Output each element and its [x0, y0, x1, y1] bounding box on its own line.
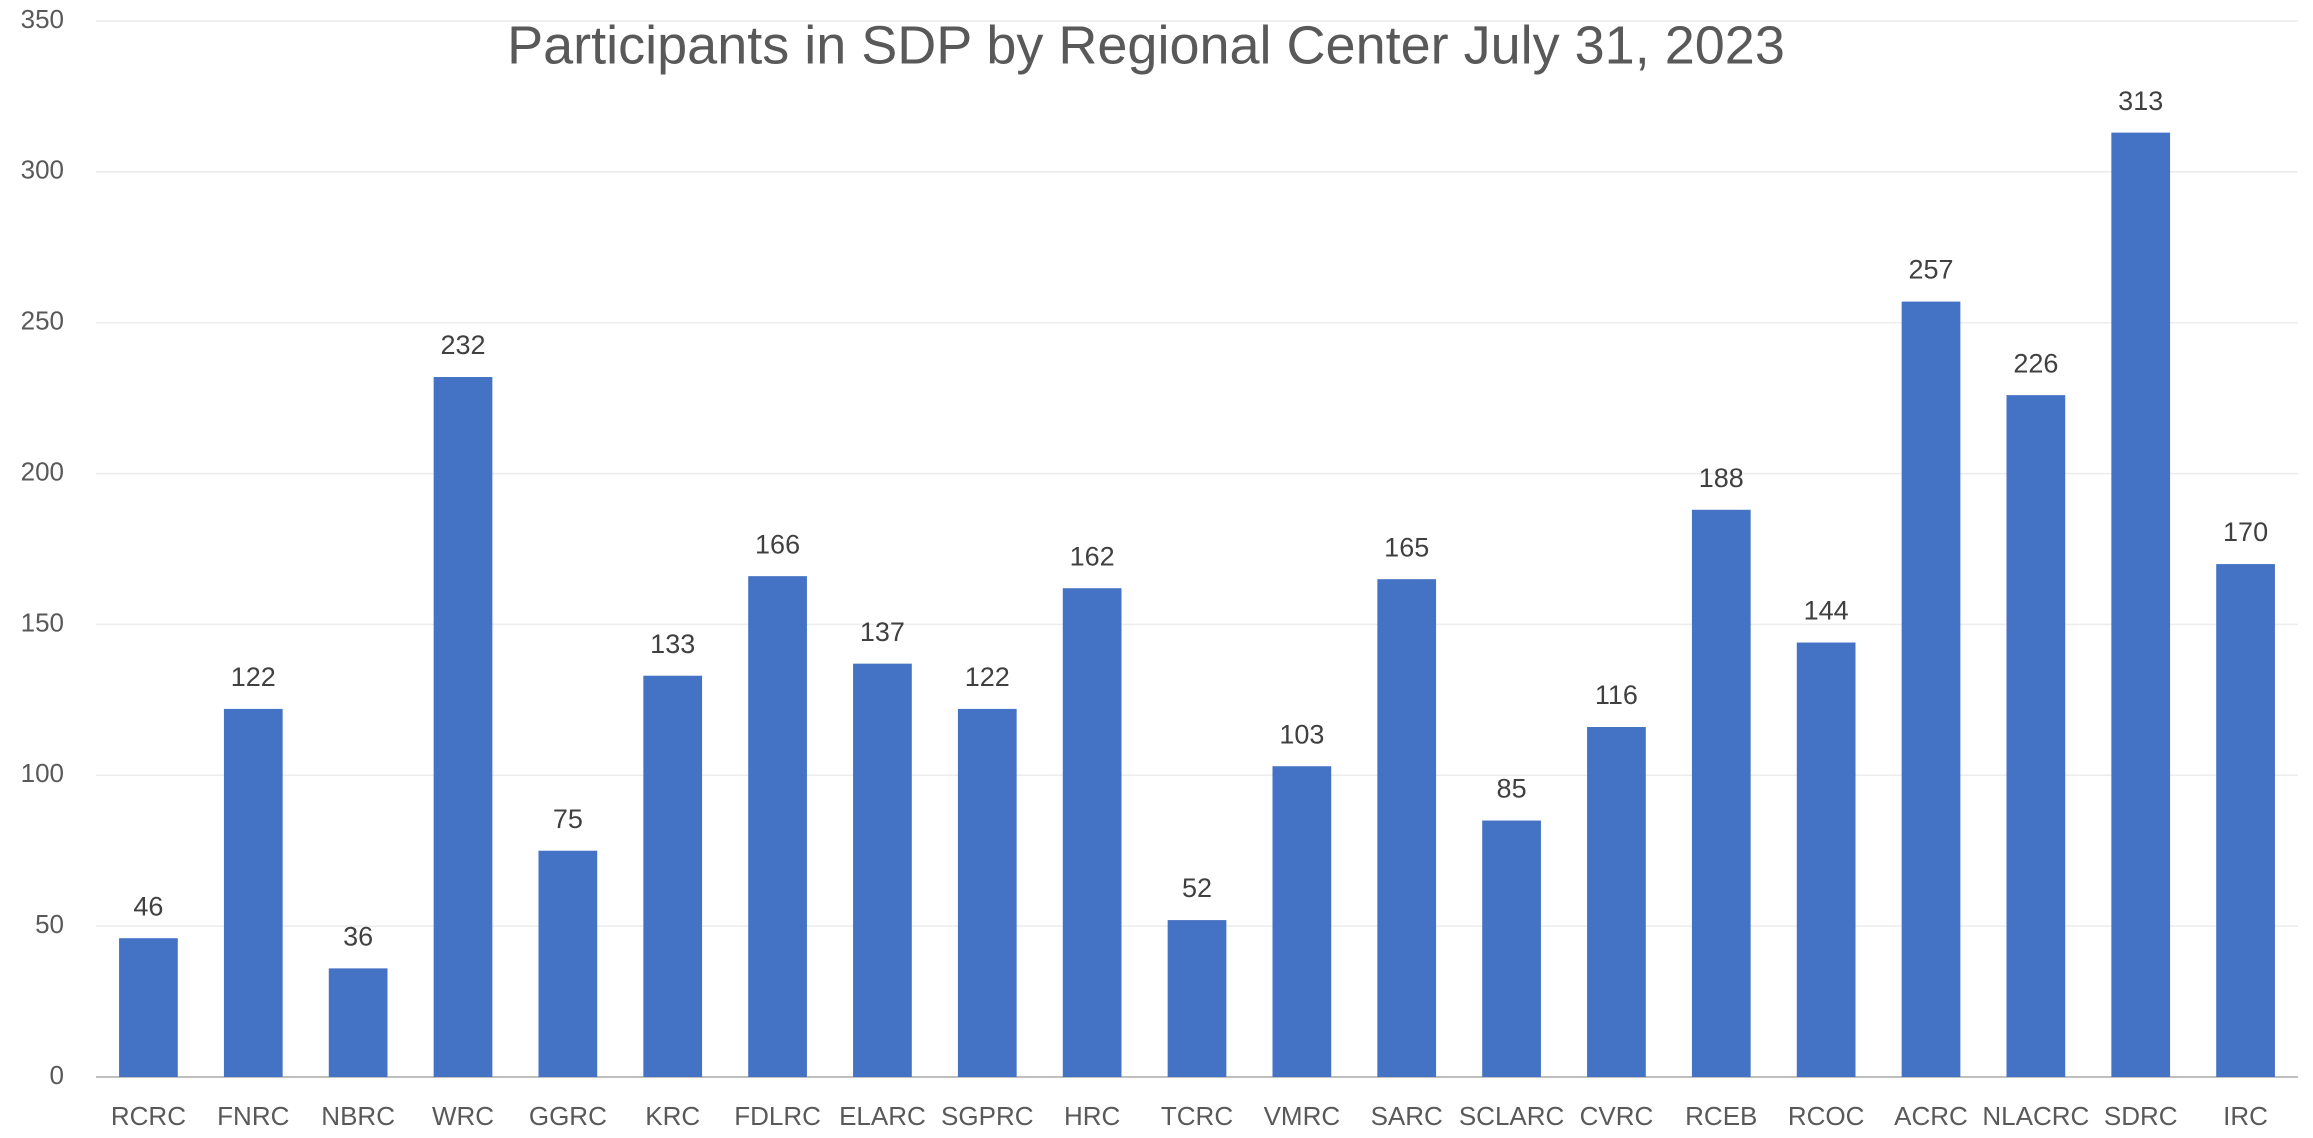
data-label: 85 [1497, 774, 1527, 804]
data-label: 165 [1384, 532, 1429, 562]
data-label: 122 [231, 662, 276, 692]
x-tick-label: CVRC [1580, 1101, 1654, 1131]
bar [1272, 766, 1332, 1077]
x-tick-label: RCOC [1788, 1101, 1865, 1131]
x-tick-label: SDRC [2104, 1101, 2178, 1131]
x-tick-label: SGPRC [941, 1101, 1033, 1131]
x-tick-label: RCEB [1685, 1101, 1757, 1131]
x-tick-label: GGRC [529, 1101, 607, 1131]
bar [119, 938, 178, 1077]
bar [957, 708, 1017, 1077]
bar [1901, 301, 1961, 1077]
bar [1587, 727, 1646, 1077]
x-tick-label: SARC [1371, 1101, 1443, 1131]
x-tick-label: TCRC [1161, 1101, 1233, 1131]
chart-title: Participants in SDP by Regional Center J… [507, 15, 1785, 75]
data-label: 103 [1279, 719, 1324, 749]
y-tick-label: 300 [21, 155, 64, 185]
y-tick-label: 50 [35, 909, 64, 939]
x-tick-label: HRC [1064, 1101, 1120, 1131]
data-label: 226 [2013, 348, 2058, 378]
y-tick-label: 0 [50, 1060, 64, 1090]
bar [853, 663, 912, 1077]
x-tick-label: VMRC [1264, 1101, 1341, 1131]
y-tick-label: 200 [21, 456, 64, 486]
data-label: 170 [2223, 517, 2268, 547]
data-label: 36 [343, 922, 373, 952]
bar [433, 377, 493, 1078]
x-tick-label: FNRC [217, 1101, 289, 1131]
data-label: 162 [1070, 541, 1115, 571]
bar [1796, 642, 1856, 1077]
bar [2006, 395, 2066, 1077]
x-tick-label: RCRC [111, 1101, 186, 1131]
x-tick-label: ACRC [1894, 1101, 1968, 1131]
x-tick-label: IRC [2223, 1101, 2268, 1131]
x-tick-label: NLACRC [1982, 1101, 2089, 1131]
y-tick-label: 100 [21, 758, 64, 788]
bar [643, 675, 703, 1077]
bar [223, 708, 283, 1077]
bar [1482, 820, 1541, 1077]
y-tick-label: 150 [21, 607, 64, 637]
data-label: 133 [650, 629, 695, 659]
bar [1691, 509, 1751, 1078]
bar [748, 576, 807, 1077]
data-label: 313 [2118, 86, 2163, 116]
x-tick-label: KRC [645, 1101, 700, 1131]
x-tick-label: WRC [432, 1101, 494, 1131]
bar [1167, 920, 1227, 1077]
data-label: 232 [440, 330, 485, 360]
x-tick-label: NBRC [321, 1101, 395, 1131]
data-label: 257 [1908, 255, 1953, 285]
y-tick-label: 350 [21, 4, 64, 34]
bar [328, 968, 388, 1077]
x-tick-label: SCLARC [1459, 1101, 1564, 1131]
x-tick-label: ELARC [839, 1101, 926, 1131]
bar [538, 850, 598, 1077]
data-label: 137 [860, 617, 905, 647]
bar [2216, 564, 2275, 1077]
data-label: 188 [1699, 463, 1744, 493]
data-label: 166 [755, 529, 800, 559]
bar [1062, 588, 1122, 1077]
x-tick-label: FDLRC [734, 1101, 821, 1131]
bar [1377, 579, 1437, 1077]
data-label: 75 [553, 804, 583, 834]
data-label: 46 [133, 891, 163, 921]
data-label: 52 [1182, 873, 1212, 903]
bar [2111, 132, 2171, 1078]
y-tick-label: 250 [21, 306, 64, 336]
data-label: 122 [965, 662, 1010, 692]
data-label: 144 [1804, 596, 1849, 626]
data-label: 116 [1595, 680, 1638, 710]
